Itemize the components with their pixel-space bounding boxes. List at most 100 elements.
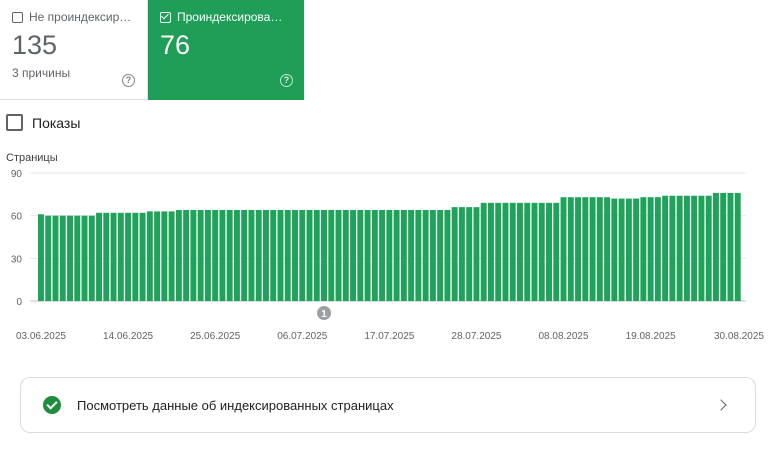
unindexed-reasons: 3 причины	[12, 66, 71, 80]
bar	[96, 212, 103, 301]
bar	[451, 207, 458, 301]
bar	[582, 197, 589, 301]
bar	[45, 215, 52, 301]
indexed-label: Проиндексирова…	[177, 10, 283, 24]
bar	[596, 197, 603, 301]
bar	[654, 197, 661, 301]
bar	[676, 195, 683, 301]
x-tick-label: 19.08.2025	[626, 331, 676, 342]
bar	[299, 209, 306, 301]
bar	[219, 209, 226, 301]
bar	[429, 209, 436, 301]
indexed-checkbox[interactable]	[160, 11, 171, 23]
bar	[633, 198, 640, 301]
impressions-toggle[interactable]: Показы	[6, 114, 80, 131]
bar	[393, 209, 400, 301]
bar	[734, 192, 741, 301]
bar	[255, 209, 262, 301]
bar	[350, 209, 357, 301]
bar	[248, 209, 255, 301]
indexed-pages-chart: 0 30 60 90 03.06.2025 14.06.2025 25.06.2025 06.…	[11, 169, 765, 342]
bar	[175, 209, 182, 301]
bar	[168, 211, 175, 301]
view-indexed-pages-label: Посмотреть данные об индексированных стр…	[77, 397, 394, 413]
bar	[103, 212, 110, 301]
bar	[517, 202, 523, 301]
bar	[712, 192, 719, 301]
bar	[67, 215, 73, 301]
bar	[553, 202, 560, 301]
bar	[38, 214, 44, 301]
bar	[487, 202, 494, 301]
bar	[364, 209, 371, 301]
bar	[705, 195, 712, 301]
bar	[212, 209, 219, 301]
bar	[335, 209, 342, 301]
bar	[292, 209, 298, 301]
bar	[117, 212, 124, 301]
bar	[306, 209, 313, 301]
help-circle-icon[interactable]: ?	[122, 74, 135, 87]
bar	[662, 195, 669, 301]
bar	[611, 198, 618, 301]
x-tick-label: 25.06.2025	[190, 331, 240, 342]
x-tick-label: 17.07.2025	[364, 331, 414, 342]
bar	[59, 215, 66, 301]
annotation-marker-label: 1	[321, 309, 327, 320]
bar	[183, 209, 190, 301]
annotation-marker	[317, 306, 332, 320]
bar	[698, 195, 705, 301]
bar	[408, 209, 415, 301]
impressions-label: Показы	[32, 114, 81, 131]
check-circle-icon	[43, 396, 61, 414]
chevron-right-icon[interactable]	[715, 399, 727, 411]
bar	[683, 195, 690, 301]
y-axis-title: Страницы	[6, 152, 58, 164]
bar	[589, 197, 596, 301]
bar	[575, 197, 582, 301]
view-indexed-pages-row[interactable]: Посмотреть данные об индексированных стр…	[20, 377, 756, 433]
bar	[480, 202, 487, 301]
unindexed-count: 135	[12, 30, 58, 60]
bar	[139, 212, 146, 301]
bar	[640, 197, 647, 301]
x-tick-label: 03.06.2025	[16, 331, 66, 342]
bar	[495, 202, 502, 301]
unindexed-checkbox[interactable]	[12, 11, 23, 23]
bar	[473, 207, 480, 301]
bar	[720, 192, 727, 301]
impressions-checkbox[interactable]	[6, 114, 23, 131]
bar	[509, 202, 516, 301]
bar	[502, 202, 509, 301]
bar	[531, 202, 538, 301]
unindexed-card[interactable]: Не проиндексир… 135 3 причины ?	[0, 0, 148, 100]
bar	[444, 209, 451, 301]
unindexed-label: Не проиндексир…	[29, 10, 132, 24]
indexed-card-header[interactable]: Проиндексирова…	[160, 10, 282, 24]
bar	[437, 209, 444, 301]
bar	[270, 209, 277, 301]
help-circle-icon[interactable]: ?	[280, 74, 293, 87]
bar	[400, 209, 407, 301]
indexed-card[interactable]: Проиндексирова… 76 ?	[148, 0, 304, 100]
bar	[357, 209, 364, 301]
bar	[190, 209, 197, 301]
bar	[379, 209, 386, 301]
bar	[386, 209, 393, 301]
bar	[727, 192, 734, 301]
y-tick-label: 30	[11, 254, 23, 265]
bar	[154, 211, 161, 301]
bar	[313, 209, 320, 301]
bar	[277, 209, 284, 301]
bar	[422, 209, 429, 301]
unindexed-card-header[interactable]: Не проиндексир…	[12, 10, 131, 24]
x-tick-label: 06.07.2025	[277, 331, 327, 342]
bar	[604, 197, 611, 301]
bar	[625, 198, 632, 301]
bar	[226, 209, 233, 301]
bar	[284, 209, 291, 301]
bar	[371, 209, 378, 301]
bar	[262, 209, 269, 301]
bar	[146, 211, 153, 301]
bar	[74, 215, 81, 301]
